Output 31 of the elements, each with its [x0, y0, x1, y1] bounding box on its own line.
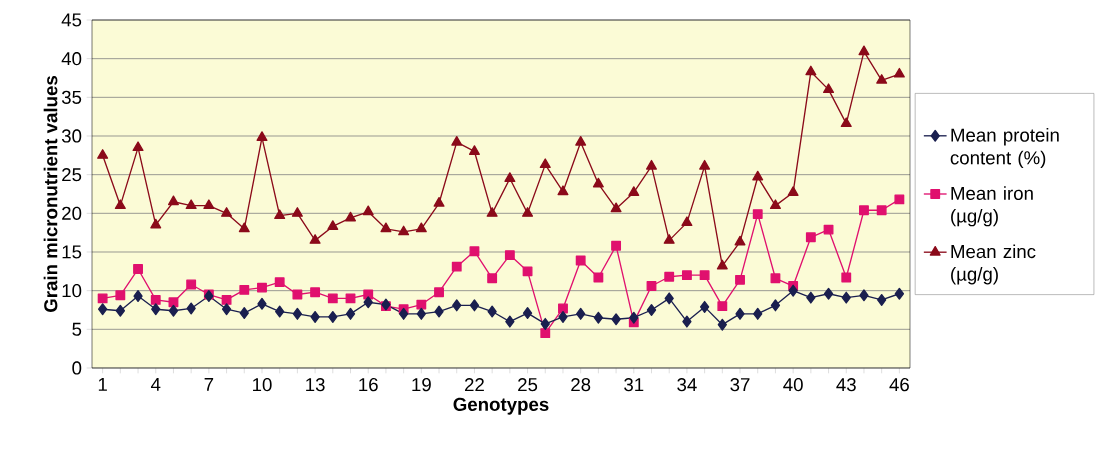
x-tick-label: 31	[624, 378, 644, 392]
y-tick-label: 45	[61, 13, 82, 27]
x-tick-label: 22	[465, 378, 484, 392]
x-tick-label: 1	[98, 378, 107, 391]
x-tick-label: 13	[306, 378, 325, 392]
y-tick-label: 0	[72, 361, 82, 375]
x-tick-label: 4	[150, 378, 161, 391]
y-tick-label: 10	[62, 284, 82, 298]
x-tick-label: 16	[359, 378, 378, 392]
x-tick-label: 25	[518, 378, 538, 392]
x-tick-label: 10	[253, 378, 272, 392]
y-tick-label: 5	[72, 322, 82, 336]
x-tick-label: 40	[783, 378, 803, 392]
x-tick-label: 43	[836, 378, 856, 392]
y-axis-title: Grain micronutrient values	[43, 76, 58, 312]
legend-label: Mean protein content (%)	[950, 128, 1059, 169]
x-tick-label: 19	[412, 378, 431, 392]
x-tick-label: 34	[677, 378, 697, 392]
y-tick-label: 20	[62, 206, 82, 220]
legend-label: Mean iron (µg/g)	[951, 186, 1033, 227]
x-tick-label: 37	[730, 378, 750, 392]
y-tick-label: 35	[61, 90, 82, 104]
x-tick-label: 28	[571, 378, 591, 392]
y-tick-label: 40	[61, 52, 82, 66]
y-tick-label: 30	[61, 129, 82, 143]
legend-label: Mean zinc (µg/g)	[951, 244, 1036, 285]
x-tick-label: 7	[204, 378, 214, 391]
y-tick-label: 25	[62, 168, 82, 182]
x-tick-label: 46	[889, 378, 909, 392]
x-axis-title: Genotypes	[453, 397, 549, 415]
y-tick-label: 15	[62, 245, 82, 259]
